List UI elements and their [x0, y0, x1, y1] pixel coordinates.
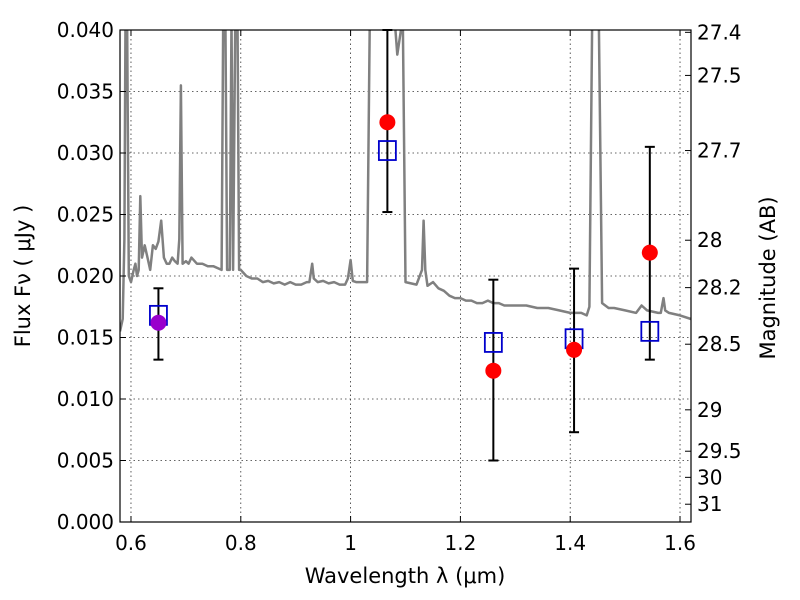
x-tick-label: 1.2 — [444, 531, 476, 555]
observed-photometry-marker — [150, 314, 167, 331]
y-tick-label: 0.035 — [57, 80, 114, 104]
x-axis-label: Wavelength λ (μm) — [305, 564, 506, 588]
right-tick-label: 31 — [697, 492, 722, 516]
model-photometry-marker — [483, 332, 503, 353]
observed-photometry-marker — [641, 244, 658, 261]
model-photometry-marker — [377, 140, 397, 161]
right-tick-label: 29 — [697, 398, 722, 422]
x-tick-label: 1 — [344, 531, 357, 555]
right-tick-label: 28.5 — [697, 332, 742, 356]
spectrum-layer — [120, 30, 691, 332]
right-tick-label: 29.5 — [697, 439, 742, 463]
y-axis-label: Flux Fν ( μJy ) — [11, 205, 35, 348]
right-tick-label: 27.7 — [697, 139, 742, 163]
y-tick-label: 0.030 — [57, 141, 114, 165]
observed-photometry-marker — [566, 341, 583, 358]
marker-layer — [149, 114, 660, 379]
y-tick-label: 0.005 — [57, 449, 114, 473]
right-tick-label: 28 — [697, 228, 722, 252]
observed-photometry-marker — [485, 362, 502, 379]
model-photometry-marker — [640, 320, 660, 342]
tick-labels: 0.6 0.8 1 1.2 1.4 1.6 0.000 0.005 0.010 0.015 0.02… — [57, 18, 742, 555]
axis-ticks — [120, 29, 691, 523]
x-tick-label: 0.8 — [225, 531, 257, 555]
right-tick-label: 27.4 — [697, 20, 742, 44]
y-tick-label: 0.015 — [57, 326, 114, 350]
x-tick-label: 1.6 — [664, 531, 696, 555]
y-tick-label: 0.010 — [57, 387, 114, 411]
right-tick-label: 27.5 — [697, 63, 742, 87]
y-tick-label: 0.020 — [57, 264, 114, 288]
observed-photometry-marker — [379, 114, 396, 131]
y-tick-label: 0.000 — [57, 510, 114, 534]
y-tick-label: 0.025 — [57, 203, 114, 227]
right-tick-label: 30 — [697, 465, 722, 489]
x-tick-label: 1.4 — [554, 531, 586, 555]
y-axis-right-label: Magnitude (AB) — [756, 196, 780, 359]
y-tick-label: 0.040 — [57, 18, 114, 42]
spectrum-line — [120, 30, 691, 332]
x-tick-label: 0.6 — [115, 531, 147, 555]
right-tick-label: 28.2 — [697, 276, 742, 300]
